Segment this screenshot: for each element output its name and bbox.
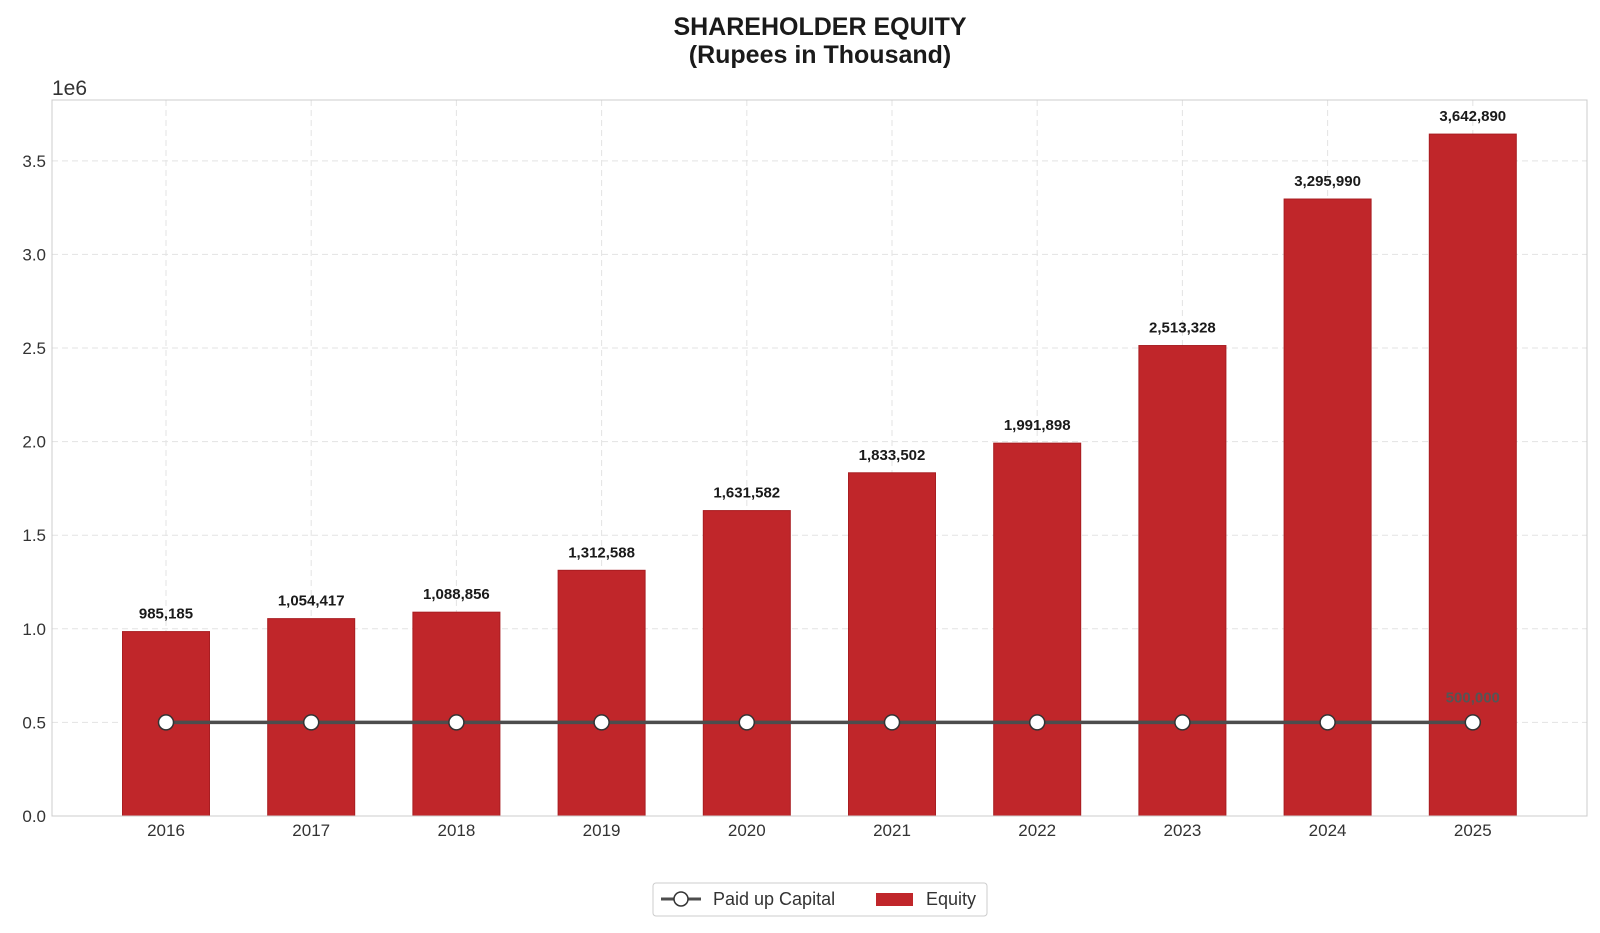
legend-label-equity: Equity bbox=[926, 889, 976, 909]
equity-bar bbox=[1428, 133, 1517, 817]
x-tick-label: 2016 bbox=[147, 821, 185, 840]
legend: Paid up Capital Equity bbox=[652, 882, 988, 917]
y-tick-label: 3.5 bbox=[22, 152, 46, 171]
label-layer: 985,185 1,054,417 1,088,856 1,312,588 1,631,… bbox=[139, 108, 1506, 706]
chart-title: SHAREHOLDER EQUITY bbox=[673, 13, 966, 41]
paid-up-capital-point bbox=[1028, 714, 1046, 731]
y-tick-label: 0.0 bbox=[22, 807, 46, 826]
paid-up-capital-point bbox=[1174, 714, 1191, 731]
y-tick-label: 1.5 bbox=[22, 526, 46, 545]
x-tick-label: 2023 bbox=[1163, 821, 1201, 840]
paid-up-capital-point bbox=[1464, 714, 1482, 731]
equity-value-label: 3,642,890 bbox=[1439, 108, 1506, 125]
x-tick-label: 2021 bbox=[873, 821, 911, 840]
axis-layer: 0.0 0.5 1.0 1.5 2.0 2.5 3.0 3.5 2016 2017 2018 2019… bbox=[22, 152, 1491, 840]
legend-box bbox=[652, 882, 988, 917]
paid-up-capital-point bbox=[302, 714, 320, 731]
chart-subtitle: (Rupees in Thousand) bbox=[689, 41, 952, 69]
paid-up-capital-point bbox=[157, 714, 175, 731]
x-tick-label: 2024 bbox=[1309, 821, 1347, 840]
equity-value-label: 1,833,502 bbox=[859, 447, 926, 464]
paid-up-capital-point bbox=[883, 714, 901, 731]
x-tick-label: 2017 bbox=[292, 821, 330, 840]
paid-up-capital-point bbox=[448, 714, 465, 731]
equity-bar bbox=[1138, 345, 1227, 817]
equity-value-label: 1,991,898 bbox=[1004, 417, 1071, 434]
bar-layer bbox=[122, 133, 1517, 817]
y-axis-scale-label: 1e6 bbox=[52, 77, 87, 100]
legend-marker-swatch bbox=[673, 891, 689, 907]
equity-bar bbox=[1283, 198, 1372, 817]
x-tick-label: 2025 bbox=[1454, 821, 1492, 840]
x-tick-label: 2020 bbox=[728, 821, 766, 840]
x-tick-label: 2022 bbox=[1018, 821, 1056, 840]
y-tick-label: 3.0 bbox=[22, 245, 46, 264]
equity-value-label: 985,185 bbox=[139, 606, 193, 623]
x-tick-label: 2018 bbox=[437, 821, 475, 840]
x-tick-label: 2019 bbox=[583, 821, 621, 840]
equity-bar bbox=[702, 510, 791, 817]
equity-value-label: 2,513,328 bbox=[1149, 320, 1216, 337]
paid-up-capital-value-label: 500,000 bbox=[1446, 689, 1500, 706]
y-tick-label: 0.5 bbox=[22, 713, 46, 732]
equity-value-label: 1,088,856 bbox=[423, 586, 490, 603]
equity-bar bbox=[848, 472, 936, 817]
legend-bar-swatch bbox=[876, 893, 913, 906]
equity-value-label: 3,295,990 bbox=[1294, 173, 1361, 190]
equity-value-label: 1,631,582 bbox=[713, 485, 780, 502]
equity-value-label: 1,054,417 bbox=[278, 593, 345, 610]
paid-up-capital-point bbox=[738, 714, 756, 731]
paid-up-capital-point bbox=[593, 714, 610, 731]
line-layer bbox=[157, 714, 1482, 731]
equity-bar bbox=[557, 569, 646, 817]
legend-label-paid-up-capital: Paid up Capital bbox=[713, 889, 835, 909]
equity-value-label: 1,312,588 bbox=[568, 544, 635, 561]
plot-frame bbox=[51, 99, 1588, 817]
y-tick-label: 2.5 bbox=[22, 339, 46, 358]
y-tick-label: 2.0 bbox=[22, 433, 46, 452]
paid-up-capital-point bbox=[1319, 714, 1336, 731]
y-tick-label: 1.0 bbox=[22, 620, 46, 639]
equity-bar bbox=[993, 442, 1082, 817]
equity-bar bbox=[412, 611, 501, 817]
